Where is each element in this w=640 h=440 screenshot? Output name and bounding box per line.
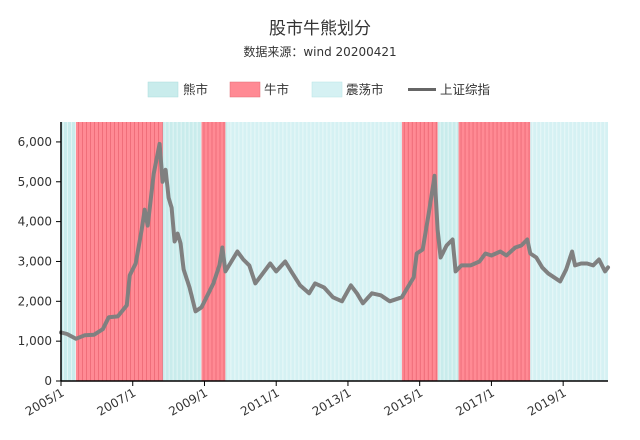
x-tick-label: 2013/1 [310,385,354,418]
legend-label-bull: 牛市 [264,82,289,97]
regime-band-rect [61,122,76,381]
regime-band-range [530,122,608,381]
legend-label-index: 上证综指 [440,82,490,97]
regime-bands [61,122,608,381]
legend-item-bear[interactable]: 熊市 [147,81,208,98]
regime-band-rect [75,122,163,381]
legend-item-index[interactable]: 上证综指 [408,82,490,97]
regime-band-rect [201,122,226,381]
series-layer [59,141,610,341]
x-tick-label: 2005/1 [23,385,67,418]
chart-subtitle: 数据来源：wind 20200421 [243,44,396,59]
legend-swatch-range [311,81,343,98]
y-tick-label: 1,000 [18,334,52,348]
x-tick-label: 2007/1 [95,385,139,418]
legend-label-range: 震荡市 [346,82,384,97]
regime-band-bull [75,122,163,381]
regime-band-bear [162,122,202,381]
regime-band-bear [225,122,229,381]
x-tick-label: 2017/1 [453,385,497,418]
y-tick-label: 4,000 [18,215,52,229]
legend-item-range[interactable]: 震荡市 [311,81,384,98]
regime-band-bull [458,122,531,381]
regime-band-rect [458,122,531,381]
x-tick-label: 2011/1 [238,385,282,418]
y-tick-label: 5,000 [18,175,52,189]
legend-swatch-bear [147,81,179,98]
legend-item-bull[interactable]: 牛市 [229,81,289,98]
legend-label-bear: 熊市 [183,82,208,97]
y-tick-label: 3,000 [18,254,52,268]
regime-band-bull [201,122,226,381]
y-tick-label: 2,000 [18,294,52,308]
legend-swatch-bull [229,81,261,98]
x-tick-label: 2009/1 [166,385,210,418]
chart-title: 股市牛熊划分 [269,19,371,39]
x-tick-label: 2019/1 [525,385,569,418]
x-tick-label: 2015/1 [382,385,426,418]
series-line-index [59,141,610,341]
regime-band-range [228,122,402,381]
legend: 熊市 牛市 震荡市 上证综指 [147,81,490,98]
y-tick-label: 0 [44,374,52,388]
regime-band-rect [225,122,229,381]
regime-band-bear [61,122,76,381]
y-tick-label: 6,000 [18,135,52,149]
